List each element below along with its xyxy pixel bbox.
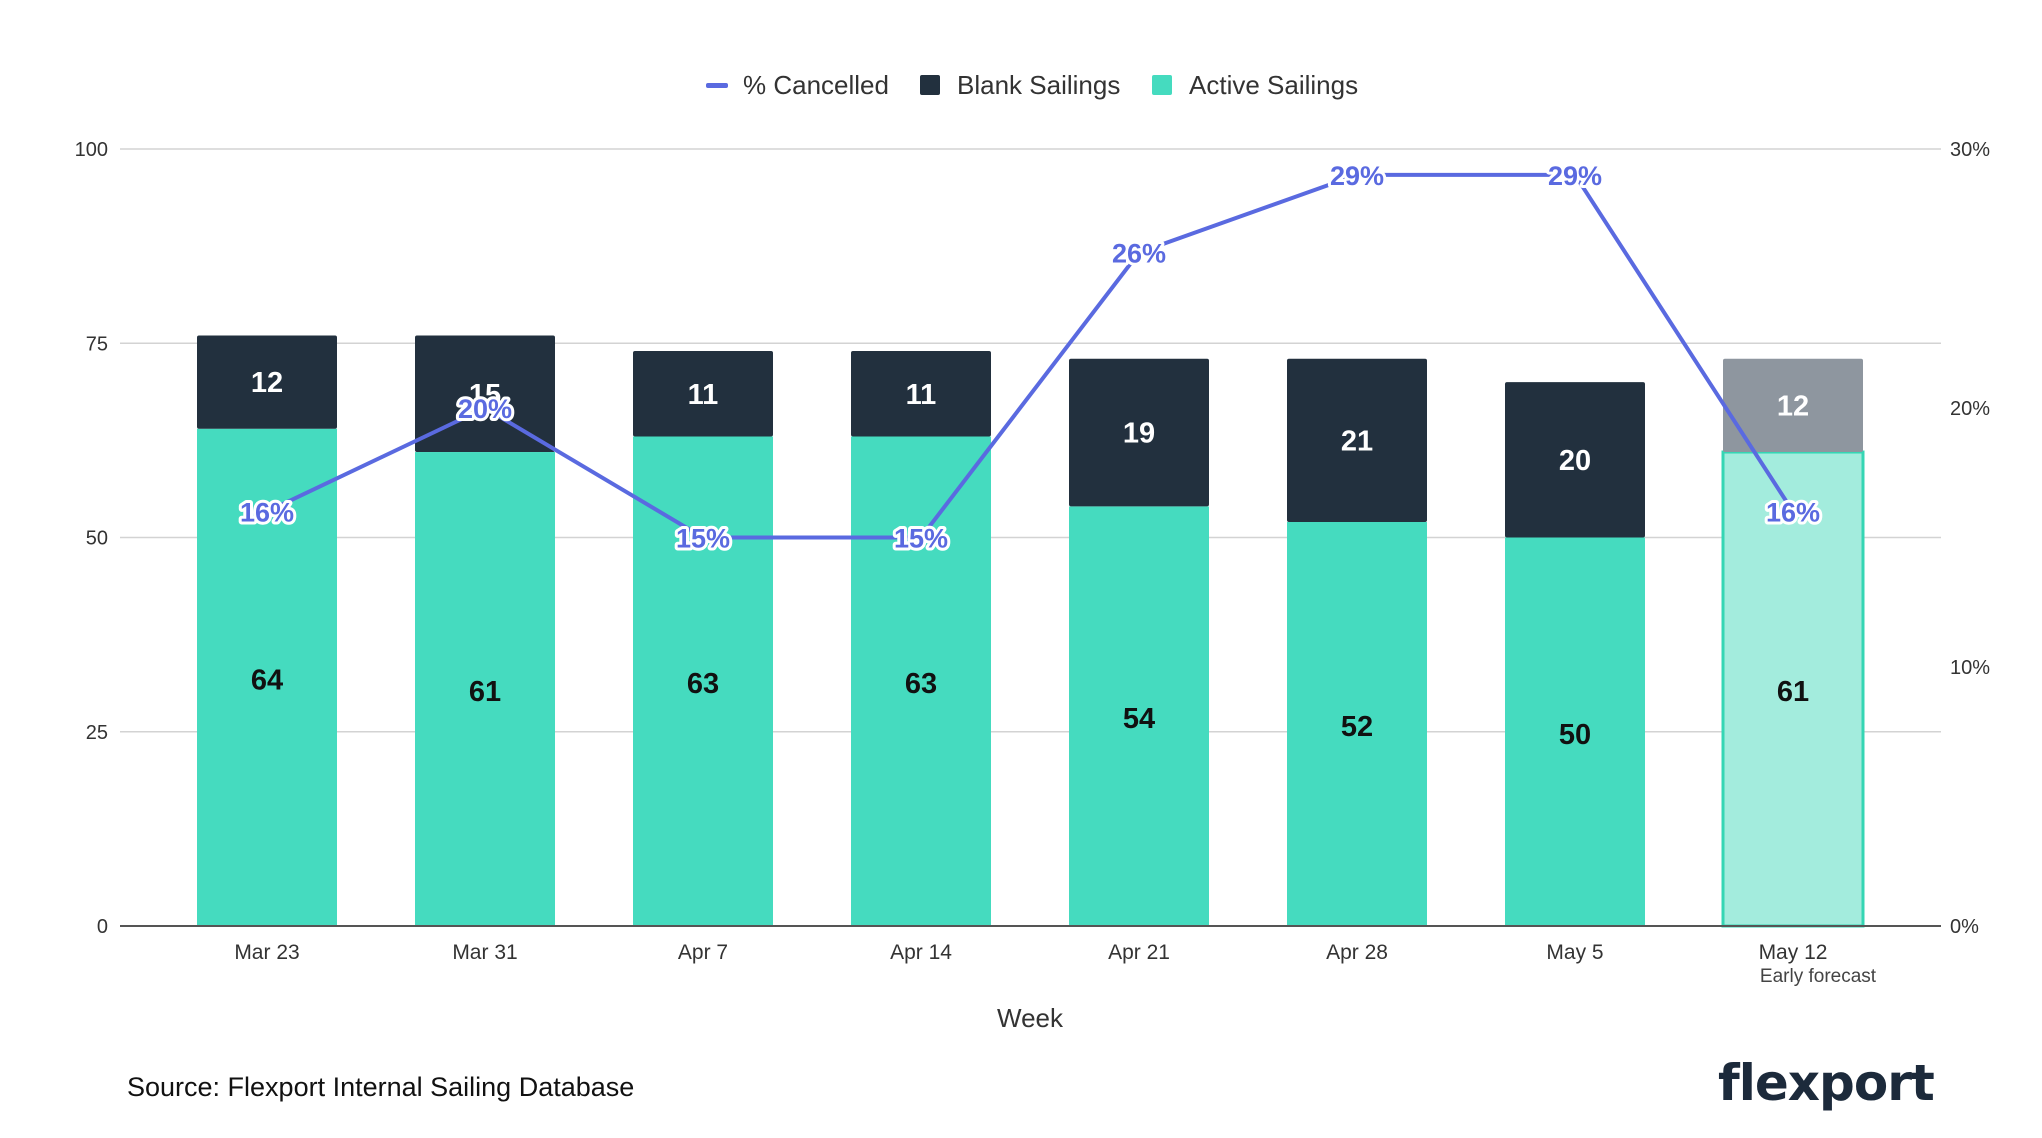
bar-label-active: 52 bbox=[1341, 711, 1373, 743]
bar-label-active: 61 bbox=[1777, 676, 1809, 708]
y-tick-label: 0 bbox=[97, 916, 108, 938]
gridlines bbox=[120, 148, 1941, 733]
legend-item: Active Sailings bbox=[1152, 70, 1358, 100]
bar-blank-sailings bbox=[851, 351, 991, 437]
x-tick-label: Apr 7 bbox=[678, 941, 728, 964]
x-axis-title: Week bbox=[997, 1003, 1064, 1033]
y-tick-label: 25 bbox=[86, 722, 108, 744]
line-cancelled bbox=[266, 172, 1795, 540]
bar-blank-sailings bbox=[1723, 358, 1863, 453]
bar-blank-sailings bbox=[1069, 358, 1209, 507]
bar-label-active: 63 bbox=[687, 668, 719, 700]
x-tick-label: Apr 21 bbox=[1108, 941, 1170, 964]
bar-blank-sailings bbox=[1505, 382, 1645, 538]
bar-active-sailings bbox=[1721, 450, 1865, 928]
line-point-label: 20% bbox=[458, 394, 512, 424]
bars: 64 12 61 15 63 11 63 11 54 19 52 21 50 20 61 12 bbox=[197, 335, 1865, 928]
x-tick-label: Mar 23 bbox=[234, 941, 299, 964]
bar-active-sailings bbox=[197, 428, 337, 926]
x-tick-sublabel: Early forecast bbox=[1760, 966, 1877, 987]
bar-label-active: 54 bbox=[1123, 703, 1155, 735]
y-tick-label: 50 bbox=[86, 528, 108, 550]
y2-tick-label: 20% bbox=[1950, 398, 1990, 420]
legend-label: Active Sailings bbox=[1189, 70, 1358, 100]
line-point-label: 29% bbox=[1548, 161, 1602, 191]
line-point-label: 15% bbox=[894, 524, 948, 554]
x-tick-label: Mar 31 bbox=[452, 941, 517, 964]
bar-label-active: 63 bbox=[905, 668, 937, 700]
bar-active-sailings bbox=[851, 436, 991, 926]
y2-tick-label: 30% bbox=[1950, 139, 1990, 161]
line-point-label: 26% bbox=[1112, 239, 1166, 269]
y-tick-label: 75 bbox=[86, 333, 108, 355]
y-axis-right: 0% 10% 20% 30% bbox=[1950, 139, 1990, 938]
bar-active-sailings bbox=[633, 436, 773, 926]
bar-label-active: 50 bbox=[1559, 719, 1591, 751]
x-tick-label: May 5 bbox=[1546, 941, 1603, 964]
bar-active-sailings bbox=[415, 452, 555, 926]
y-axis-left: 0 25 50 75 100 bbox=[75, 139, 108, 938]
bar-blank-sailings bbox=[197, 335, 337, 429]
bar-label-active: 61 bbox=[469, 676, 501, 708]
y-tick-label: 100 bbox=[75, 139, 108, 161]
bar-blank-sailings bbox=[1287, 358, 1427, 522]
bar-label-blank: 11 bbox=[906, 379, 937, 411]
x-tick-label: May 12 bbox=[1759, 941, 1828, 964]
bar-active-sailings bbox=[1069, 506, 1209, 926]
bar-label-active: 64 bbox=[251, 664, 283, 696]
line-point-label: 15% bbox=[676, 524, 730, 554]
legend-swatch-line bbox=[706, 83, 728, 88]
flexport-logo: flexport bbox=[1718, 1054, 1935, 1112]
y2-tick-label: 0% bbox=[1950, 916, 1979, 938]
line-point-label: 16% bbox=[1766, 498, 1820, 528]
bar-label-blank: 11 bbox=[688, 379, 719, 411]
bar-label-blank: 21 bbox=[1341, 425, 1373, 457]
bar-label-blank: 12 bbox=[251, 367, 283, 399]
x-tick-label: Apr 14 bbox=[890, 941, 952, 964]
bar-label-blank: 15 bbox=[469, 379, 501, 411]
legend-item: % Cancelled bbox=[706, 70, 889, 100]
legend-label: % Cancelled bbox=[743, 70, 889, 100]
y2-tick-label: 10% bbox=[1950, 657, 1990, 679]
x-axis: Mar 23 Mar 31 Apr 7 Apr 14 Apr 21 Apr 28 May 5… bbox=[120, 925, 1941, 1033]
legend: % Cancelled Blank Sailings Active Sailings bbox=[706, 70, 1358, 100]
bar-active-sailings bbox=[1505, 537, 1645, 926]
bar-blank-sailings bbox=[633, 351, 773, 437]
cancelled-line: 16% 20% 15% 15% 26% 29% 29% 16% bbox=[237, 158, 1823, 557]
legend-swatch bbox=[1152, 75, 1172, 95]
line-point-label: 29% bbox=[1330, 161, 1384, 191]
legend-item: Blank Sailings bbox=[920, 70, 1120, 100]
bar-label-blank: 20 bbox=[1559, 445, 1591, 477]
bar-active-sailings bbox=[1287, 521, 1427, 926]
bar-label-blank: 12 bbox=[1777, 390, 1809, 422]
source-note: Source: Flexport Internal Sailing Databa… bbox=[127, 1072, 635, 1102]
x-tick-label: Apr 28 bbox=[1326, 941, 1388, 964]
legend-swatch bbox=[920, 75, 940, 95]
legend-label: Blank Sailings bbox=[957, 70, 1120, 100]
bar-label-blank: 19 bbox=[1123, 418, 1155, 450]
line-point-label: 16% bbox=[240, 498, 294, 528]
